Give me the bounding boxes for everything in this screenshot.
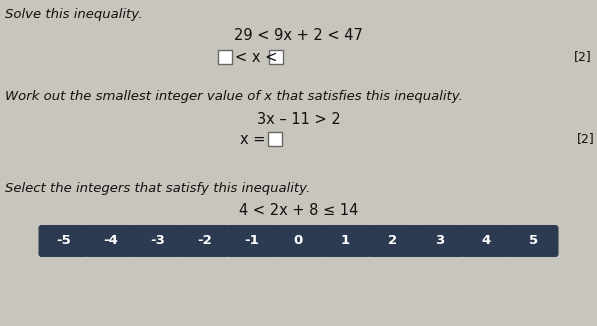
Text: -4: -4 (103, 234, 118, 247)
Text: 3x – 11 > 2: 3x – 11 > 2 (257, 112, 340, 127)
Text: -5: -5 (56, 234, 71, 247)
Text: [2]: [2] (574, 51, 592, 64)
Text: 29 < 9x + 2 < 47: 29 < 9x + 2 < 47 (234, 28, 363, 43)
Text: Select the integers that satisfy this inequality.: Select the integers that satisfy this in… (5, 182, 310, 195)
Text: -1: -1 (244, 234, 259, 247)
Text: 2: 2 (388, 234, 397, 247)
Text: -3: -3 (150, 234, 165, 247)
Text: [2]: [2] (577, 132, 595, 145)
Text: 4: 4 (482, 234, 491, 247)
Text: 3: 3 (435, 234, 444, 247)
FancyBboxPatch shape (38, 225, 88, 257)
Text: -2: -2 (197, 234, 212, 247)
FancyBboxPatch shape (268, 132, 282, 146)
FancyBboxPatch shape (218, 50, 232, 64)
FancyBboxPatch shape (133, 225, 183, 257)
FancyBboxPatch shape (509, 225, 559, 257)
Text: 5: 5 (529, 234, 538, 247)
Text: Solve this inequality.: Solve this inequality. (5, 8, 142, 21)
FancyBboxPatch shape (368, 225, 417, 257)
FancyBboxPatch shape (269, 50, 283, 64)
Text: 4 < 2x + 8 ≤ 14: 4 < 2x + 8 ≤ 14 (239, 203, 358, 218)
FancyBboxPatch shape (180, 225, 229, 257)
FancyBboxPatch shape (273, 225, 324, 257)
FancyBboxPatch shape (414, 225, 464, 257)
FancyBboxPatch shape (461, 225, 512, 257)
FancyBboxPatch shape (85, 225, 136, 257)
Text: < x <: < x < (235, 50, 278, 65)
FancyBboxPatch shape (226, 225, 276, 257)
Text: 0: 0 (294, 234, 303, 247)
Text: Work out the smallest integer value of x that satisfies this inequality.: Work out the smallest integer value of x… (5, 90, 463, 103)
Text: 1: 1 (341, 234, 350, 247)
Text: x =: x = (239, 131, 265, 146)
FancyBboxPatch shape (321, 225, 371, 257)
